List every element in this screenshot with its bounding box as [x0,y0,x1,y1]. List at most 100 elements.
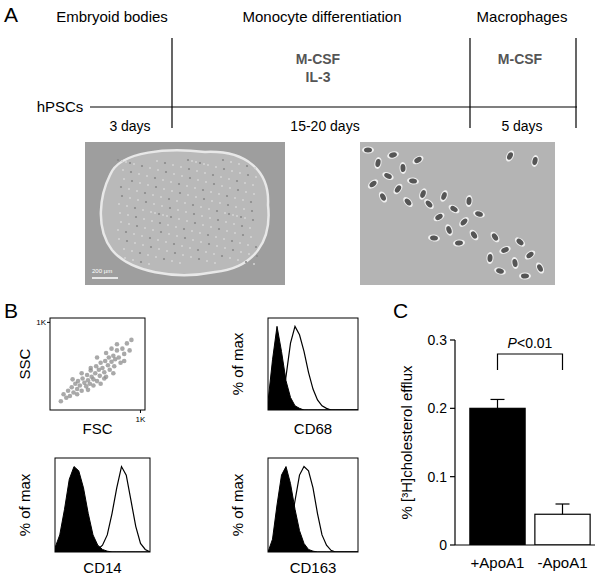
scatter-point [103,359,108,364]
scatter-point [107,355,112,360]
cell [474,210,483,217]
cell-halo [411,154,425,166]
texture [238,163,240,165]
texture [160,196,162,198]
texture [211,200,213,202]
texture [199,232,201,234]
stage-divider [575,38,576,128]
cell [532,157,539,166]
texture [218,228,220,230]
texture [181,175,183,177]
panel-label: A [4,3,18,26]
texture [135,216,137,218]
texture [227,204,229,206]
cell [449,205,458,213]
cell-halo [401,195,414,209]
texture [226,195,228,197]
cell-halo [373,156,382,169]
histogram-open [268,326,358,410]
texture [223,238,225,240]
scatter-point [79,371,84,376]
texture [120,221,122,223]
texture [242,199,244,201]
cell [536,263,544,272]
texture [188,168,190,170]
texture [132,259,134,261]
texture [191,230,193,232]
panel-label: C [393,299,408,322]
texture [147,184,149,186]
texture [228,213,230,215]
texture [252,219,254,221]
histogram-open [55,467,150,552]
texture [213,183,215,185]
scatter-point [68,394,73,399]
texture [200,206,202,208]
texture [138,173,140,175]
cell-halo [418,187,429,201]
texture [154,177,156,179]
texture [197,179,199,181]
texture [174,252,176,254]
scatter-point [115,342,120,347]
texture [186,185,188,187]
texture [167,224,169,226]
texture [128,223,130,225]
cell [470,230,479,239]
texture [202,189,204,191]
texture [241,225,243,227]
cell-halo [498,244,512,255]
y-tick-label: 0 [439,537,447,553]
texture [129,197,131,199]
texture [232,214,234,216]
cell-halo [468,228,481,242]
texture [123,248,125,250]
cell-halo [457,215,470,228]
cell [430,235,439,241]
texture [254,167,256,169]
scatter-point [69,385,74,390]
texture [166,215,168,217]
texture [120,186,122,188]
texture [148,263,150,265]
cell-halo [366,178,380,191]
cell-halo [432,211,446,223]
texture [131,250,133,252]
x-axis [455,544,595,545]
texture [126,205,128,207]
texture [247,174,249,176]
texture [117,229,119,231]
texture [123,178,125,180]
texture [179,192,181,194]
y-axis-label: % [³H]cholesterol efflux [398,365,415,519]
scatter-point [79,388,84,393]
cell [440,191,447,200]
texture [125,161,127,163]
texture [187,194,189,196]
texture [209,217,211,219]
texture [192,204,194,206]
x-tick-label: -ApoA1 [537,554,587,571]
plot-frame [268,318,358,410]
texture [203,198,205,200]
scatter-point [70,377,75,382]
texture [173,173,175,175]
error-stem [497,399,498,408]
texture [166,250,168,252]
start-label: hPSCs [37,98,84,115]
cell-halo [362,147,374,154]
texture [248,253,250,255]
texture [208,208,210,210]
scale-bar-label: 200 µm [92,268,112,274]
cell-halo [407,177,420,186]
texture [207,164,209,166]
texture [200,241,202,243]
scatter-point [122,352,127,357]
stage-divider [171,38,172,128]
texture [253,263,255,265]
texture [247,244,249,246]
texture [214,262,216,264]
texture [229,187,231,189]
texture [178,183,180,185]
texture [155,256,157,258]
